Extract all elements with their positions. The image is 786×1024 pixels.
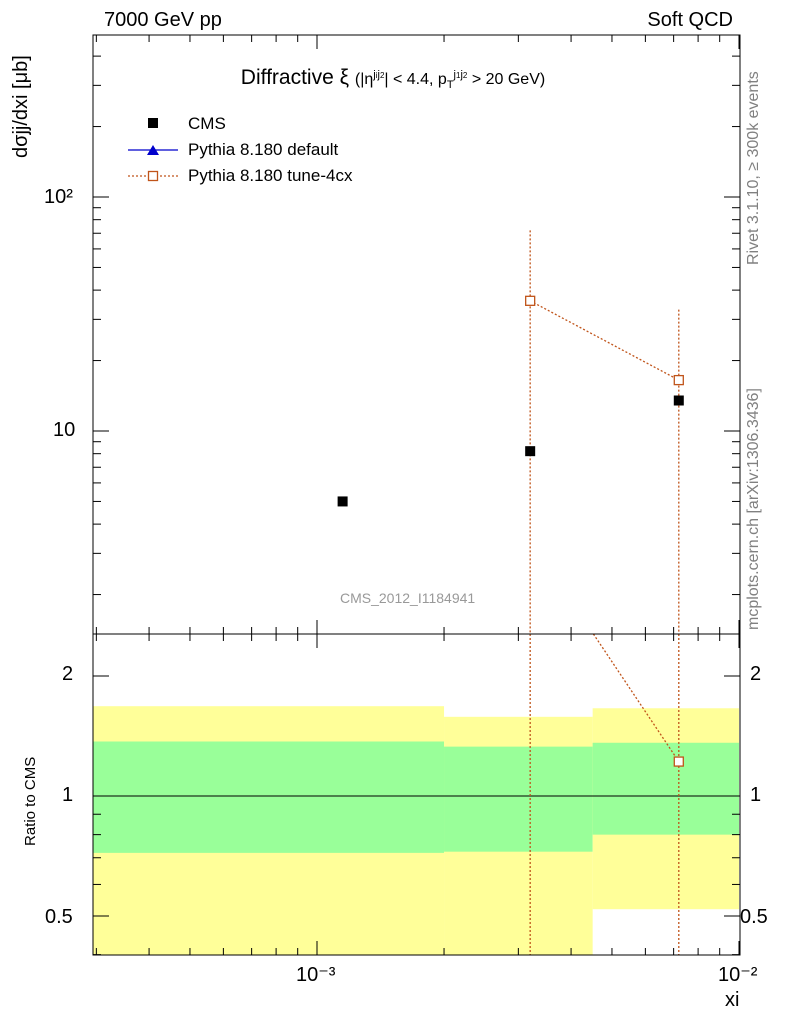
ratio-series-group (529, 633, 684, 955)
main-ylabel: dσjj/dxi [μb] (10, 55, 32, 158)
tune-connector (529, 300, 680, 381)
source-label: mcplots.cern.ch [arXiv:1306.3436] (745, 388, 762, 630)
ratio-tick-05-right: 0.5 (740, 906, 768, 928)
analysis-watermark: CMS_2012_I1184941 (340, 590, 476, 606)
title-eta-sub2: 2 (379, 70, 385, 80)
ratio-band-inner (444, 746, 593, 852)
ratio-tick-2-right: 2 (750, 663, 762, 685)
cms-point (337, 496, 348, 507)
legend-tune-marker (147, 170, 159, 182)
ratio-tune-point (673, 756, 684, 767)
legend-tune-label: Pythia 8.180 tune-4cx (188, 166, 353, 185)
title-cut-post: > 20 GeV) (471, 71, 546, 88)
ratio-tick-2-left: 2 (62, 663, 74, 685)
ratio-tick-1-left: 1 (62, 784, 74, 806)
title-pt-sup-sub: 1 (456, 70, 461, 80)
ratio-ylabel: Ratio to CMS (22, 756, 39, 846)
title-pt-sub: T (446, 79, 454, 92)
x-axis-label: xi (725, 989, 740, 1011)
legend-cms-marker (148, 118, 158, 128)
y-tick-10: 10 (53, 419, 76, 441)
title-cut-pre: (|η (354, 71, 374, 88)
header-right: Soft QCD (647, 9, 733, 31)
ratio-band-group (93, 706, 739, 955)
ratio-tune-connector (592, 633, 680, 762)
ratio-tick-05-left: 0.5 (45, 906, 73, 928)
x-tick-1e-3: 10⁻³ (296, 964, 336, 986)
cms-point (525, 446, 536, 457)
title-main: Diffractive ξ (240, 66, 350, 89)
title-pt-sup: j (453, 68, 456, 81)
tune-point (673, 374, 684, 386)
ratio-frame (92, 633, 741, 956)
title-pt-sup2-sub: 2 (462, 70, 468, 80)
cms-point (673, 395, 684, 406)
ratio-band-inner (93, 741, 445, 853)
main-points-group (337, 295, 684, 507)
title-cut-mid: | < 4.4, p (384, 71, 447, 88)
plot-frames (92, 34, 741, 956)
x-tick-1e-2: 10⁻² (718, 964, 758, 986)
title-pt-sup2: j (460, 68, 463, 81)
ratio-tick-1-right: 1 (750, 784, 762, 806)
legend-default-label: Pythia 8.180 default (188, 140, 339, 159)
y-tick-100: 10² (44, 186, 73, 208)
plot-title: Diffractive ξ (|ηjij2| < 4.4, pTj1j2 > 2… (0, 66, 786, 91)
title-eta-sup2: j (377, 68, 380, 81)
main-series-group (529, 230, 680, 634)
title-eta-sup: j (373, 68, 376, 81)
header-left: 7000 GeV pp (104, 9, 222, 31)
axis-ticks (93, 35, 740, 956)
title-eta-sub: i (375, 70, 378, 80)
legend-default-marker (147, 145, 159, 155)
tune-point (525, 295, 536, 306)
ratio-band-inner (592, 742, 739, 835)
legend-markers (128, 118, 178, 182)
rivet-label: Rivet 3.1.10, ≥ 300k events (745, 71, 762, 265)
legend-cms-label: CMS (188, 114, 226, 133)
